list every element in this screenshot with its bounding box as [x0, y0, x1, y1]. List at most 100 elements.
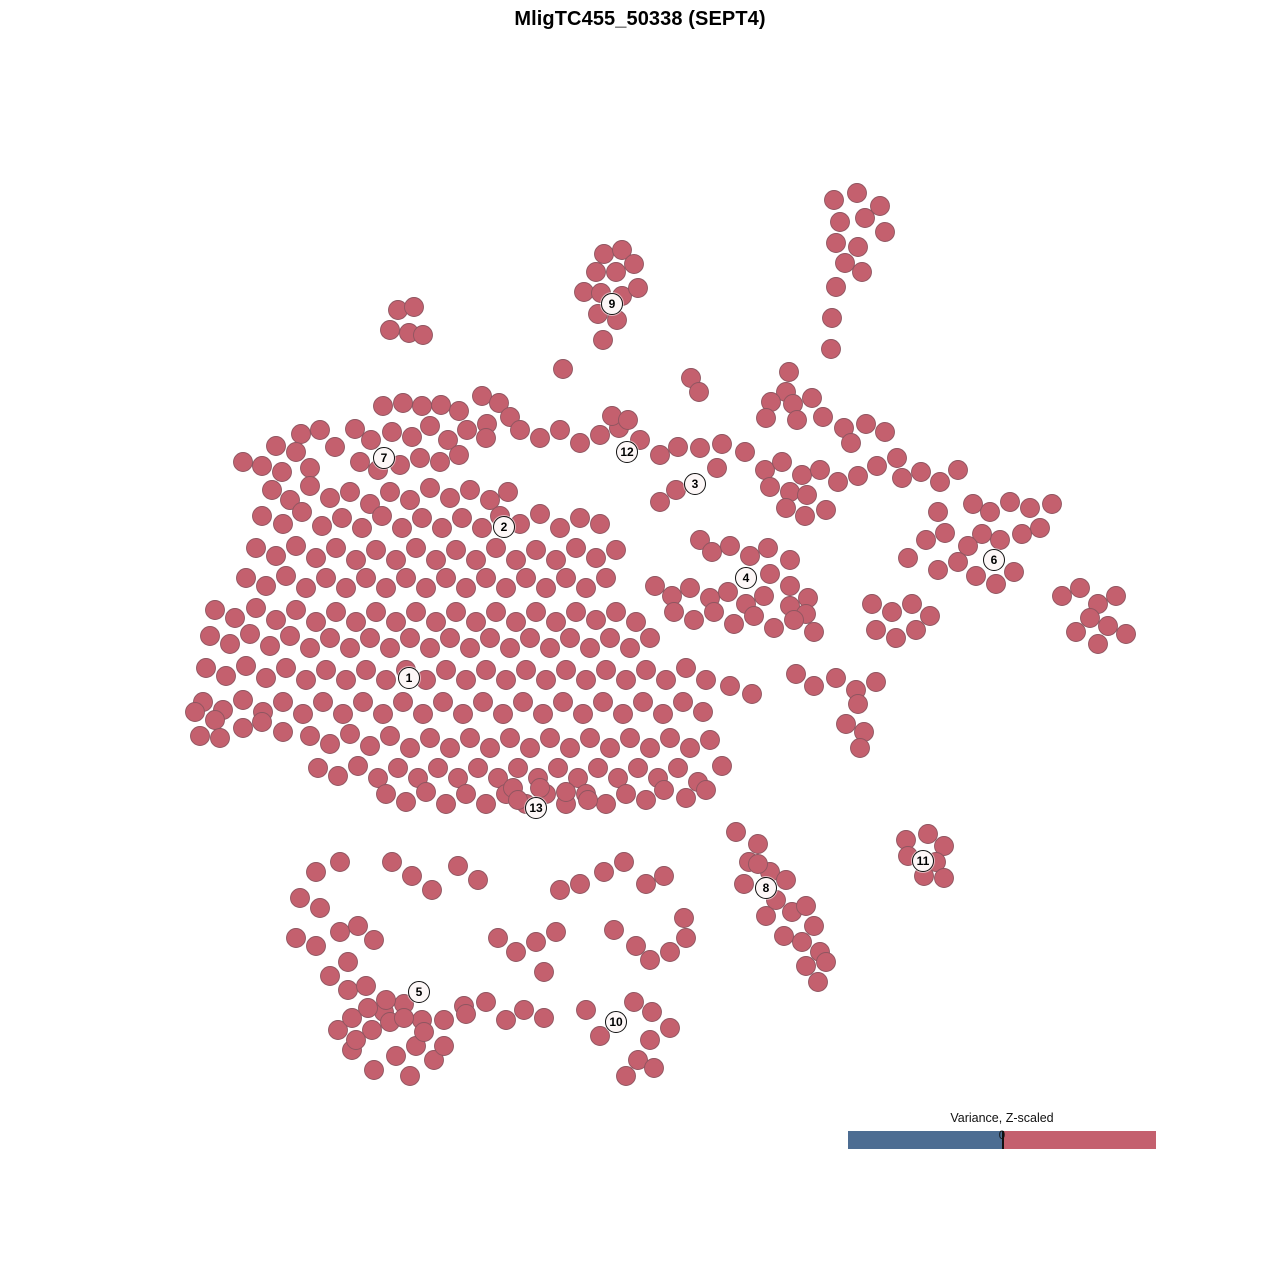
scatter-point — [1106, 586, 1126, 606]
scatter-point — [640, 628, 660, 648]
cluster-label-4[interactable]: 4 — [735, 567, 757, 589]
scatter-point — [416, 782, 436, 802]
scatter-point — [225, 608, 245, 628]
scatter-point — [841, 433, 861, 453]
scatter-point — [360, 628, 380, 648]
scatter-point — [948, 552, 968, 572]
scatter-point — [426, 550, 446, 570]
scatter-point — [508, 758, 528, 778]
scatter-point — [650, 445, 670, 465]
scatter-point — [316, 568, 336, 588]
scatter-point — [576, 670, 596, 690]
cluster-label-12[interactable]: 12 — [616, 441, 638, 463]
scatter-point — [886, 628, 906, 648]
scatter-point — [333, 704, 353, 724]
scatter-point — [346, 612, 366, 632]
scatter-point — [526, 602, 546, 622]
scatter-point — [280, 626, 300, 646]
scatter-point — [780, 550, 800, 570]
scatter-point — [364, 930, 384, 950]
cluster-label-13[interactable]: 13 — [525, 797, 547, 819]
scatter-point — [480, 628, 500, 648]
scatter-point — [848, 237, 868, 257]
scatter-point — [486, 538, 506, 558]
scatter-point — [830, 212, 850, 232]
scatter-point — [520, 738, 540, 758]
cluster-label-7[interactable]: 7 — [373, 447, 395, 469]
scatter-point — [654, 866, 674, 886]
scatter-point — [386, 1046, 406, 1066]
scatter-point — [546, 922, 566, 942]
scatter-point — [488, 928, 508, 948]
scatter-point — [1052, 586, 1072, 606]
scatter-point — [596, 660, 616, 680]
scatter-point — [320, 628, 340, 648]
scatter-point — [236, 656, 256, 676]
cluster-label-10[interactable]: 10 — [605, 1011, 627, 1033]
scatter-point — [320, 488, 340, 508]
cluster-label-6[interactable]: 6 — [983, 549, 1005, 571]
scatter-point — [835, 253, 855, 273]
cluster-label-11[interactable]: 11 — [912, 850, 934, 872]
scatter-point — [486, 602, 506, 622]
plot-area — [185, 183, 1136, 1086]
scatter-point — [330, 852, 350, 872]
scatter-point — [376, 784, 396, 804]
scatter-point — [320, 966, 340, 986]
cluster-label-9[interactable]: 9 — [601, 293, 623, 315]
scatter-point — [386, 612, 406, 632]
cluster-label-3[interactable]: 3 — [684, 473, 706, 495]
scatter-point — [656, 670, 676, 690]
scatter-point — [748, 834, 768, 854]
scatter-point — [262, 480, 282, 500]
scatter-point — [394, 1008, 414, 1028]
scatter-point — [776, 870, 796, 890]
scatter-point — [614, 852, 634, 872]
legend-title: Variance, Z-scaled — [950, 1111, 1054, 1125]
scatter-point — [506, 550, 526, 570]
scatter-point — [431, 395, 451, 415]
scatter-point — [506, 612, 526, 632]
scatter-point — [990, 530, 1010, 550]
scatter-point — [434, 1010, 454, 1030]
scatter-point — [406, 538, 426, 558]
scatter-point — [446, 540, 466, 560]
scatter-point — [596, 794, 616, 814]
scatter-point — [676, 658, 696, 678]
scatter-point — [702, 542, 722, 562]
scatter-point — [436, 794, 456, 814]
scatter-point — [526, 540, 546, 560]
scatter-point — [700, 730, 720, 750]
scatter-point — [456, 784, 476, 804]
scatter-point — [712, 756, 732, 776]
cluster-label-text: 7 — [380, 451, 388, 465]
scatter-point — [498, 482, 518, 502]
scatter-point — [196, 658, 216, 678]
scatter-point — [850, 738, 870, 758]
legend-high-segment — [1002, 1130, 1156, 1149]
cluster-label-8[interactable]: 8 — [755, 877, 777, 899]
scatter-point — [493, 704, 513, 724]
scatter-point — [836, 714, 856, 734]
scatter-point — [548, 758, 568, 778]
scatter-point — [676, 928, 696, 948]
scatter-point — [190, 726, 210, 746]
cluster-label-1[interactable]: 1 — [398, 667, 420, 689]
scatter-point — [449, 401, 469, 421]
scatter-point — [1020, 498, 1040, 518]
scatter-point — [586, 262, 606, 282]
scatter-point — [972, 524, 992, 544]
cluster-label-5[interactable]: 5 — [408, 981, 430, 1003]
scatter-point — [530, 504, 550, 524]
scatter-point — [624, 254, 644, 274]
cluster-label-2[interactable]: 2 — [493, 516, 515, 538]
scatter-point — [388, 758, 408, 778]
scatter-point — [310, 420, 330, 440]
scatter-point — [576, 1000, 596, 1020]
scatter-point — [673, 692, 693, 712]
scatter-point — [580, 728, 600, 748]
scatter-point — [346, 1030, 366, 1050]
scatter-point — [420, 638, 440, 658]
scatter-point — [1116, 624, 1136, 644]
cluster-label-text: 10 — [609, 1015, 623, 1029]
